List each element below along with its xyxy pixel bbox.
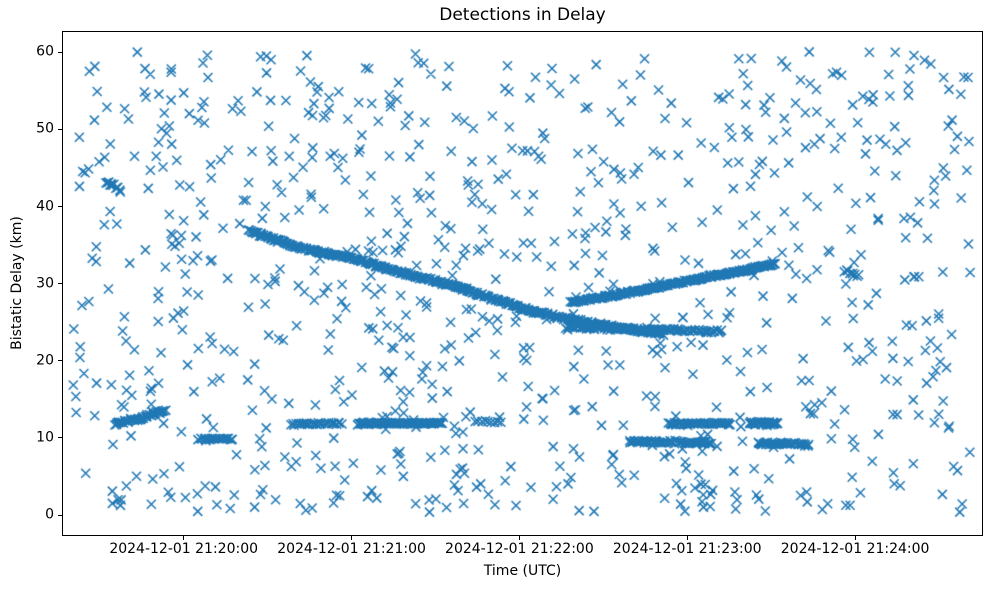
y-tick-label: 40 (36, 198, 54, 214)
x-tick-mark (518, 536, 520, 540)
x-tick-mark (183, 536, 185, 540)
y-tick-mark (58, 51, 62, 53)
y-tick-mark (58, 283, 62, 285)
y-tick-label: 60 (36, 43, 54, 60)
y-tick-mark (58, 514, 62, 516)
y-tick-label: 10 (36, 429, 54, 446)
chart-title: Detections in Delay (439, 5, 606, 25)
x-tick-label: 2024-12-01 21:21:00 (277, 541, 426, 557)
x-tick-mark (854, 536, 856, 540)
plot-area (62, 31, 983, 536)
x-tick-label: 2024-12-01 21:23:00 (612, 541, 762, 557)
y-tick-label: 0 (45, 506, 54, 523)
y-tick-label: 30 (36, 275, 54, 292)
scatter-points-canvas (63, 32, 982, 535)
x-axis-label: Time (UTC) (483, 563, 562, 579)
y-tick-mark (58, 206, 62, 207)
y-tick-mark (58, 437, 62, 439)
y-tick-mark (58, 360, 62, 362)
y-tick-label: 50 (36, 120, 54, 137)
x-tick-mark (686, 536, 688, 540)
y-tick-label: 20 (36, 352, 54, 369)
x-tick-mark (351, 536, 353, 540)
x-tick-label: 2024-12-01 21:20:00 (109, 541, 259, 557)
x-tick-label: 2024-12-01 21:24:00 (780, 541, 930, 557)
x-tick-label: 2024-12-01 21:22:00 (445, 541, 594, 557)
y-tick-mark (58, 128, 62, 130)
